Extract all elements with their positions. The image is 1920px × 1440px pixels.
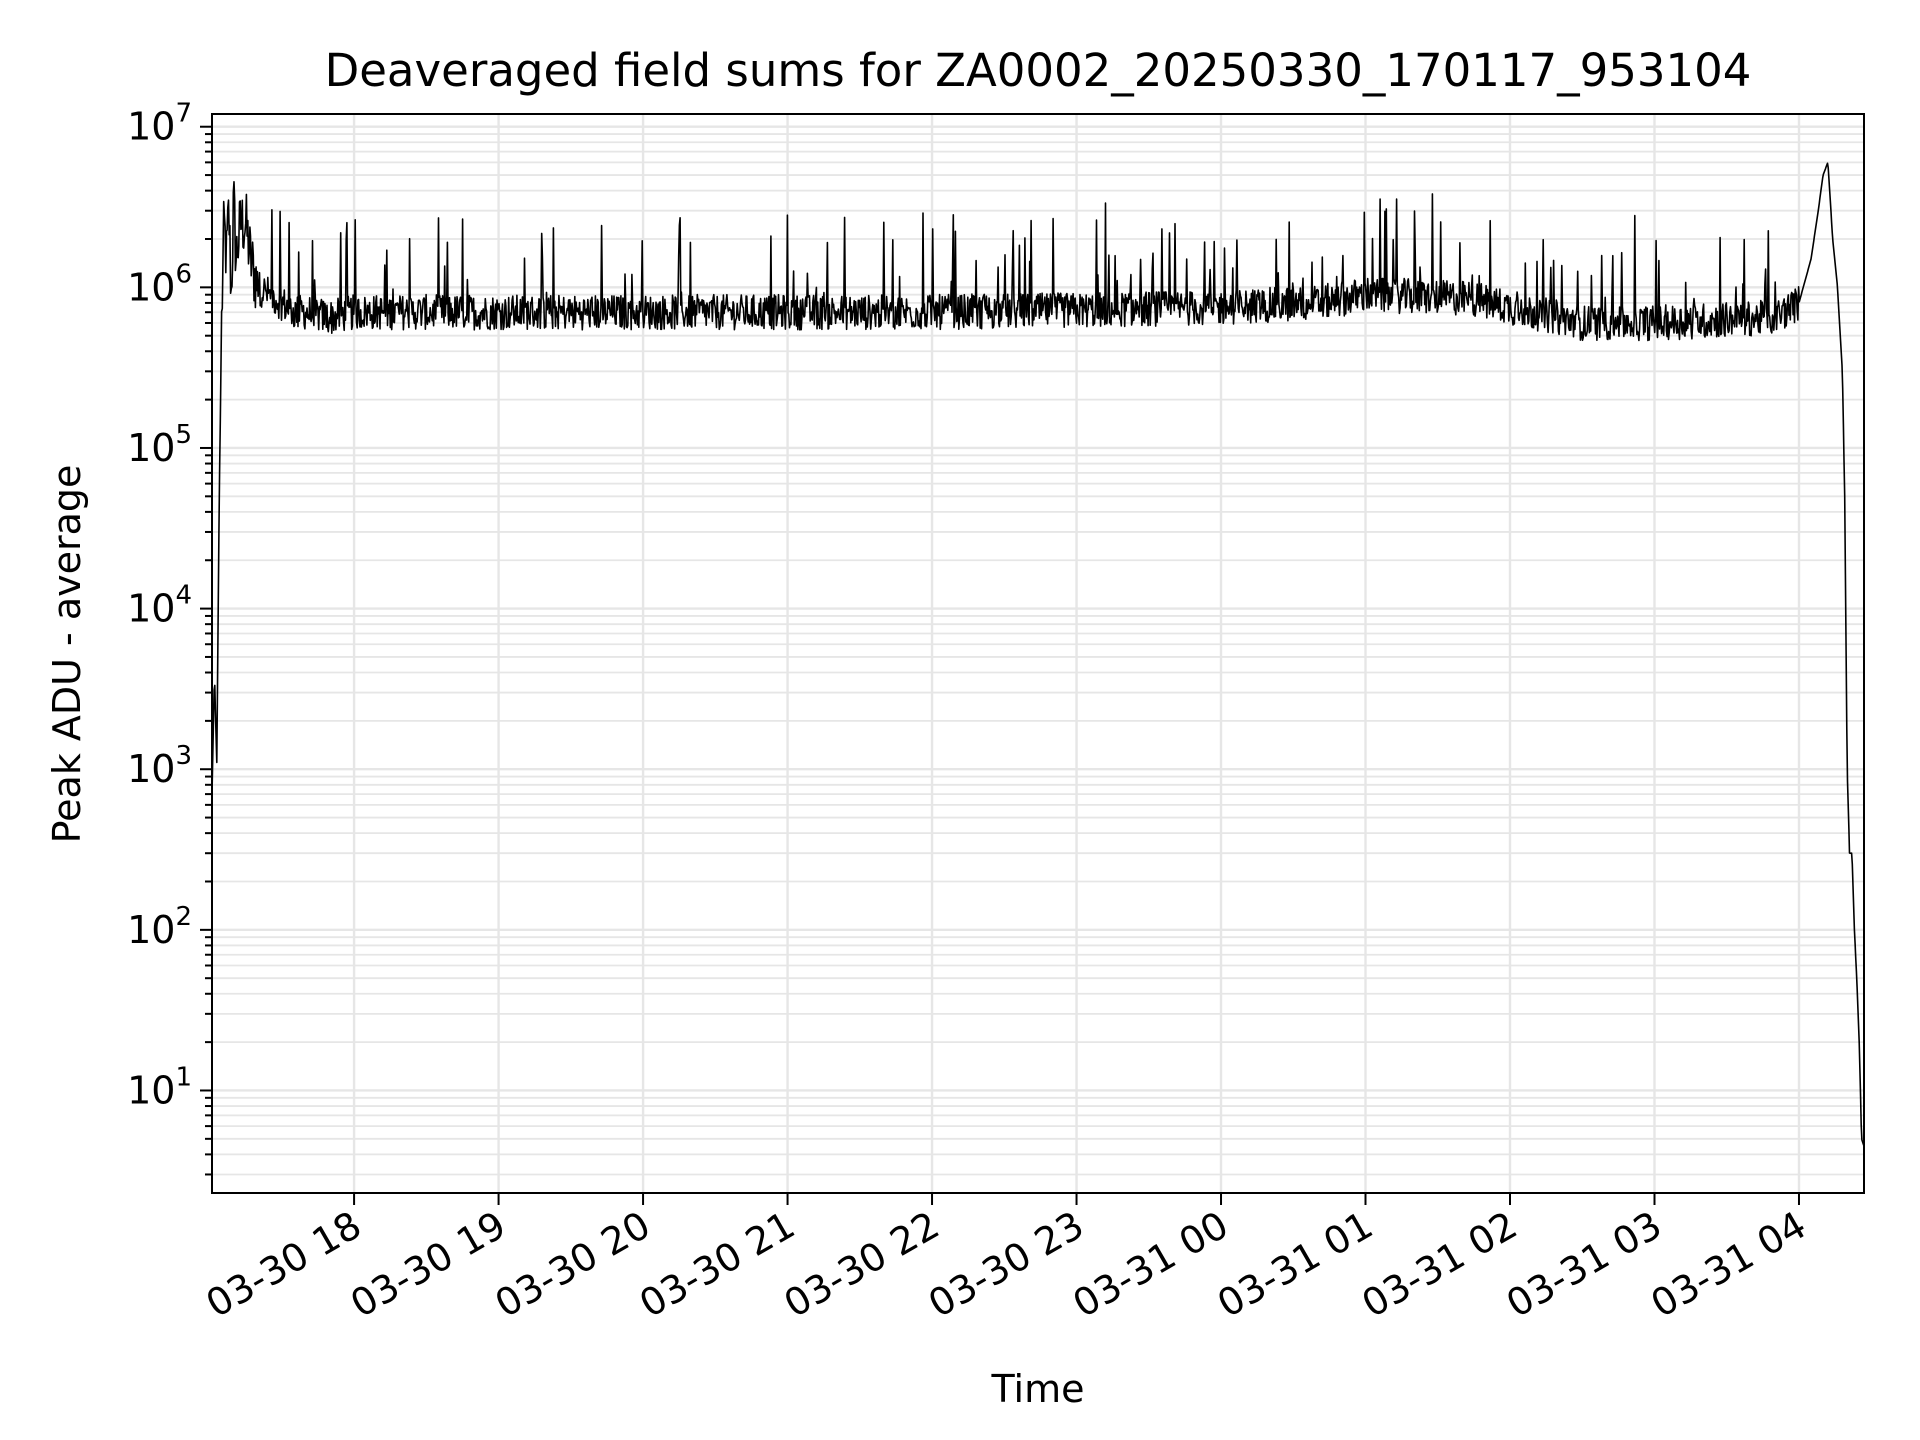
x-tick-label: 03-31 03 <box>1499 1203 1669 1327</box>
x-tick-label: 03-30 23 <box>921 1203 1091 1327</box>
x-tick-label: 03-30 20 <box>488 1203 658 1327</box>
chart-title: Deaveraged field sums for ZA0002_2025033… <box>325 44 1752 97</box>
x-axis-label: Time <box>991 1367 1085 1411</box>
x-tick-label: 03-30 18 <box>199 1203 369 1327</box>
x-tick-label: 03-31 00 <box>1066 1203 1236 1327</box>
x-tick-label: 03-30 19 <box>343 1203 513 1327</box>
y-tick-label: 107 <box>127 99 192 149</box>
x-tick-label: 03-31 04 <box>1644 1203 1814 1327</box>
y-tick-label: 106 <box>127 259 192 309</box>
y-tick-label: 102 <box>127 902 192 952</box>
grid-lines <box>212 114 1864 1193</box>
series-line <box>211 162 1865 1147</box>
y-tick-label: 104 <box>127 581 192 631</box>
x-tick-label: 03-31 01 <box>1210 1203 1380 1327</box>
y-tick-label: 105 <box>127 420 192 470</box>
x-tick-label: 03-31 02 <box>1355 1203 1525 1327</box>
data-series <box>211 162 1865 1147</box>
plot-frame <box>211 113 1865 1194</box>
x-tick-label: 03-30 22 <box>777 1203 947 1327</box>
x-tick-label: 03-30 21 <box>632 1203 802 1327</box>
y-tick-label: 101 <box>127 1062 192 1112</box>
y-axis-label: Peak ADU - average <box>45 465 89 844</box>
y-tick-label: 103 <box>127 741 192 791</box>
y-axis: 101 102 103 104 105 106 107 <box>127 99 212 1176</box>
